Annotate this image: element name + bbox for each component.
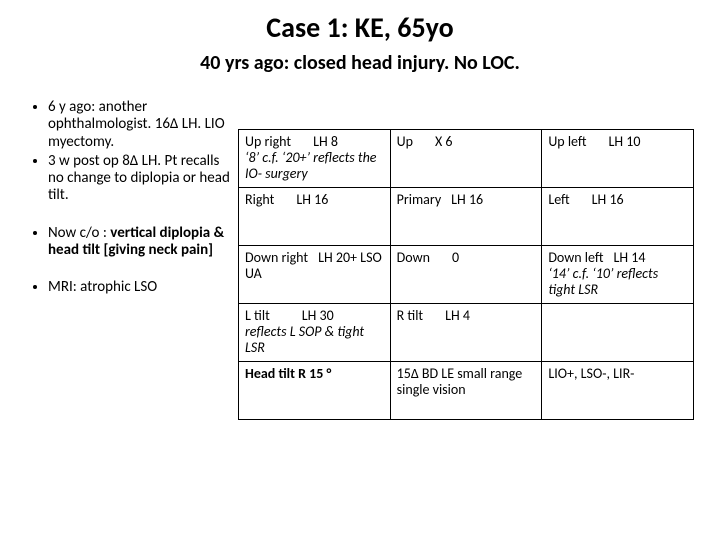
slide-title: Case 1: KE, 65yo [26, 10, 694, 45]
cell-value: 0 [452, 249, 459, 266]
bullet-column: 6 y ago: another ophthalmologist. 16∆ LH… [26, 95, 234, 420]
slide-subtitle: 40 yrs ago: closed head injury. No LOC. [26, 51, 694, 75]
cell-value: LH 10 [609, 133, 641, 150]
cell-label: Up left [548, 133, 586, 150]
cell-value: LH 16 [296, 191, 328, 208]
measurement-table: Up right LH 8 ‘8’ c.f. ‘20+’ reflects the… [238, 129, 694, 420]
cell-up-left: Up left LH 10 [542, 130, 694, 188]
cell-label: L tilt [245, 307, 270, 324]
cell-label: Down [397, 249, 430, 266]
cell-left: Left LH 16 [542, 188, 694, 246]
cell-label: Primary [397, 191, 442, 208]
table-row: Right LH 16 Primary LH 16 Left LH 16 [239, 188, 694, 246]
cell-note: ‘14’ c.f. ‘10’ reflects tight LSR [548, 265, 658, 298]
cell-label: Up [397, 133, 413, 150]
cell-head-tilt: Head tilt R 15 ° [239, 362, 391, 420]
cell-down-right: Down rightLH 20+ LSO UA [239, 246, 391, 304]
cell-value: LH 14 [613, 249, 645, 266]
bullet-1: 6 y ago: another ophthalmologist. 16∆ LH… [48, 99, 234, 151]
cell-label: Left [548, 191, 569, 208]
cell-down-left: Down left LH 14 ‘14’ c.f. ‘10’ reflects t… [542, 246, 694, 304]
cell-empty [542, 304, 694, 362]
table-row: Up right LH 8 ‘8’ c.f. ‘20+’ reflects the… [239, 130, 694, 188]
bullet-3: Now c/o : vertical diplopia & head tilt … [48, 225, 234, 260]
table-row: Head tilt R 15 ° 15∆ BD LE small range s… [239, 362, 694, 420]
cell-value: X 6 [435, 133, 453, 150]
cell-up-right: Up right LH 8 ‘8’ c.f. ‘20+’ reflects the… [239, 130, 391, 188]
cell-value: LH 8 [313, 133, 338, 150]
table-column: Up right LH 8 ‘8’ c.f. ‘20+’ reflects the… [238, 95, 694, 420]
cell-note: reflects L SOP & tight LSR [245, 323, 364, 356]
table-row: Down rightLH 20+ LSO UA Down 0 Down left L… [239, 246, 694, 304]
bullet-2: 3 w post op 8∆ LH. Pt recalls no change … [48, 153, 234, 205]
bullet-3-lead: Now c/o : [48, 224, 110, 242]
cell-label: R tilt [397, 307, 423, 324]
cell-label: Down right [245, 249, 308, 266]
cell-note: ‘8’ c.f. ‘20+’ reflects the IO- surgery [245, 149, 376, 182]
table-row: L tilt LH 30 reflects L SOP & tight LSR R… [239, 304, 694, 362]
cell-label: Down left [548, 249, 603, 266]
cell-label: Up right [245, 133, 291, 150]
cell-down: Down 0 [390, 246, 542, 304]
cell-label: Right [245, 191, 274, 208]
cell-bd-le: 15∆ BD LE small range single vision [390, 362, 542, 420]
content-row: 6 y ago: another ophthalmologist. 16∆ LH… [26, 95, 694, 420]
cell-primary: Primary LH 16 [390, 188, 542, 246]
cell-up: Up X 6 [390, 130, 542, 188]
cell-value: LH 16 [592, 191, 624, 208]
cell-l-tilt: L tilt LH 30 reflects L SOP & tight LSR [239, 304, 391, 362]
cell-value: LH 16 [451, 191, 483, 208]
bullet-4: MRI: atrophic LSO [48, 279, 234, 296]
cell-summary: LIO+, LSO-, LIR- [542, 362, 694, 420]
cell-value: LH 30 [302, 307, 334, 324]
cell-r-tilt: R tilt LH 4 [390, 304, 542, 362]
cell-value: LH 4 [445, 307, 470, 324]
cell-right: Right LH 16 [239, 188, 391, 246]
